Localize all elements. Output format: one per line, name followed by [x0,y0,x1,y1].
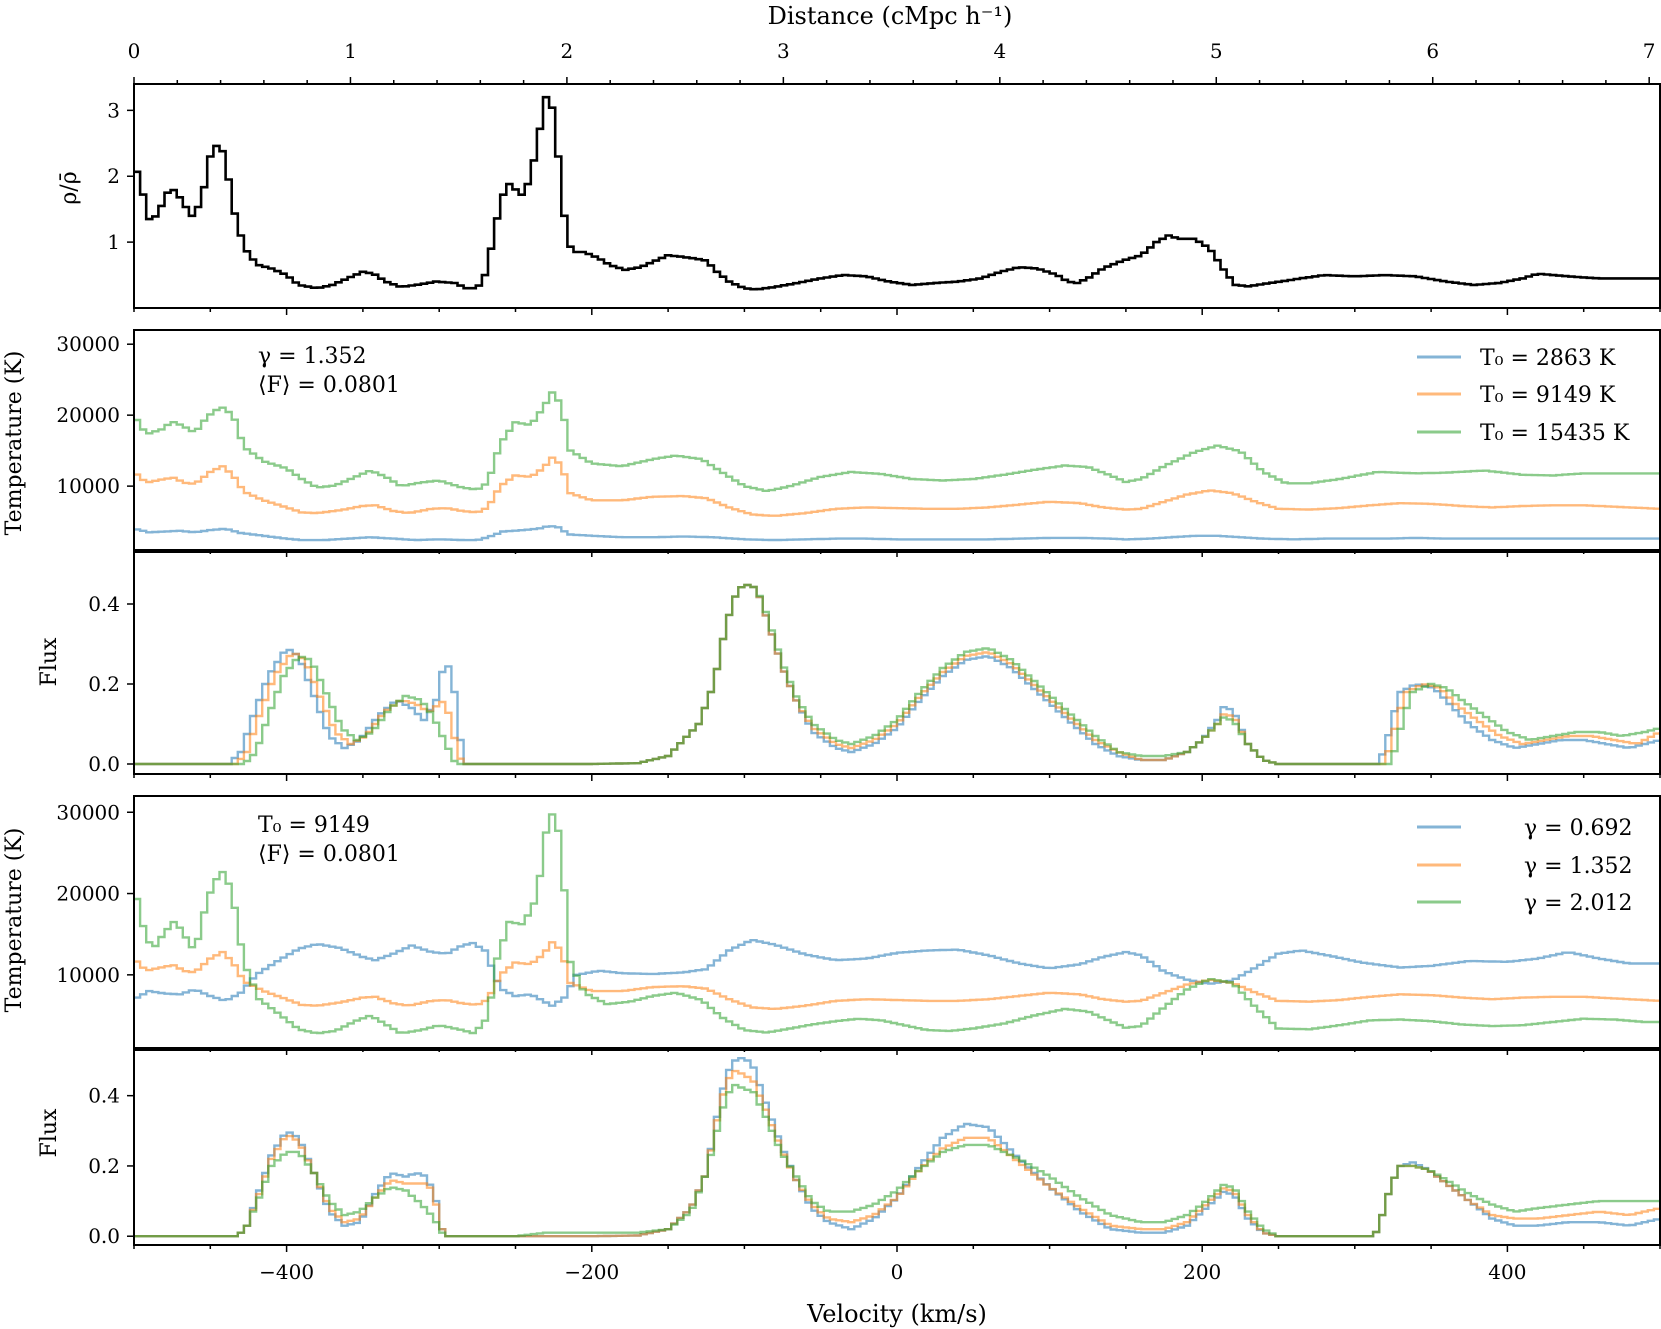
temperature-t0-panel: Temperature (K) γ = 1.352 ⟨F⟩ = 0.0801 T… [2,329,1661,557]
series-1-1-line [134,456,1660,517]
distance-tick-label: 6 [1426,39,1439,63]
velocity-axis: Velocity (km/s) −400 −200 0 200 400 [259,1260,1526,1328]
mean-flux-annotation: ⟨F⟩ = 0.0801 [258,373,400,398]
series-0-0-line [134,95,1660,291]
y-tick-label: 0.4 [88,592,120,616]
temperature-axis-label: Temperature (K) [2,828,27,1013]
plot-frame [133,83,1661,309]
flux-axis-label: Flux [37,1108,62,1157]
velocity-tick-label: −400 [259,1260,314,1284]
distance-tick-label: 3 [777,39,790,63]
y-tick-label: 3 [107,98,120,122]
velocity-axis-label: Velocity (km/s) [806,1300,987,1328]
y-tick-label: 0.0 [88,1224,120,1248]
y-tick-label: 20000 [56,403,120,427]
series-4-1-line [134,1069,1660,1238]
y-tick-label: 20000 [56,882,120,906]
distance-tick-label: 1 [344,39,357,63]
gamma-annotation: γ = 1.352 [258,344,367,369]
velocity-tick-label: 200 [1183,1260,1221,1284]
t0-legend: T₀ = 2863 K T₀ = 9149 K T₀ = 15435 K [1417,346,1630,446]
series-2-2-line [134,583,1660,766]
series-3-0-line [134,939,1660,1007]
distance-tick-label: 5 [1210,39,1223,63]
y-tick-label: 10000 [56,963,120,987]
flux-axis-label: Flux [37,637,62,686]
velocity-tick-label: 400 [1488,1260,1526,1284]
density-axis-label: ρ/ρ̄ [57,171,82,204]
distance-tick-label: 2 [561,39,574,63]
y-tick-label: 30000 [56,800,120,824]
legend-label-gamma-2012: γ = 2.012 [1524,891,1633,916]
legend-label-gamma-1352: γ = 1.352 [1524,854,1633,879]
distance-axis: Distance (cMpc h⁻¹) 0 1 2 3 4 5 6 7 [128,2,1656,84]
density-panel: ρ/ρ̄ 1 2 3 [57,83,1661,315]
legend-label-gamma-0692: γ = 0.692 [1524,816,1633,841]
y-tick-label: 0.0 [88,752,120,776]
distance-axis-label: Distance (cMpc h⁻¹) [768,2,1013,30]
distance-tick-label: 0 [128,39,141,63]
y-tick-label: 10000 [56,474,120,498]
flux-t0-panel: Flux 0.0 0.2 0.4 [37,551,1661,781]
legend-label-t0-2863: T₀ = 2863 K [1480,346,1616,371]
velocity-tick-label: −200 [564,1260,619,1284]
series-1-0-line [134,525,1660,542]
gamma-legend: γ = 0.692 γ = 1.352 γ = 2.012 [1417,816,1633,916]
plot-frame [133,551,1661,775]
series-3-1-line [134,941,1660,1010]
series-1-2-line [134,391,1660,492]
y-tick-label: 0.2 [88,1154,120,1178]
flux-gamma-panel: Flux 0.0 0.2 0.4 [37,1049,1661,1252]
distance-tick-label: 4 [993,39,1006,63]
series-3-2-line [134,813,1660,1035]
legend-label-t0-9149: T₀ = 9149 K [1480,383,1616,408]
mean-flux-annotation: ⟨F⟩ = 0.0801 [258,842,400,867]
temperature-gamma-panel: Temperature (K) T₀ = 9149 ⟨F⟩ = 0.0801 γ… [2,795,1661,1055]
legend-label-t0-15435: T₀ = 15435 K [1480,421,1630,446]
y-tick-label: 30000 [56,332,120,356]
velocity-tick-label: 0 [891,1260,904,1284]
y-tick-label: 1 [107,230,120,254]
y-tick-label: 0.4 [88,1084,120,1108]
y-tick-label: 0.2 [88,672,120,696]
distance-tick-label: 7 [1643,39,1656,63]
series-4-2-line [134,1083,1660,1238]
t0-annotation: T₀ = 9149 [258,813,370,838]
temperature-axis-label: Temperature (K) [2,351,27,536]
y-tick-label: 2 [107,164,120,188]
